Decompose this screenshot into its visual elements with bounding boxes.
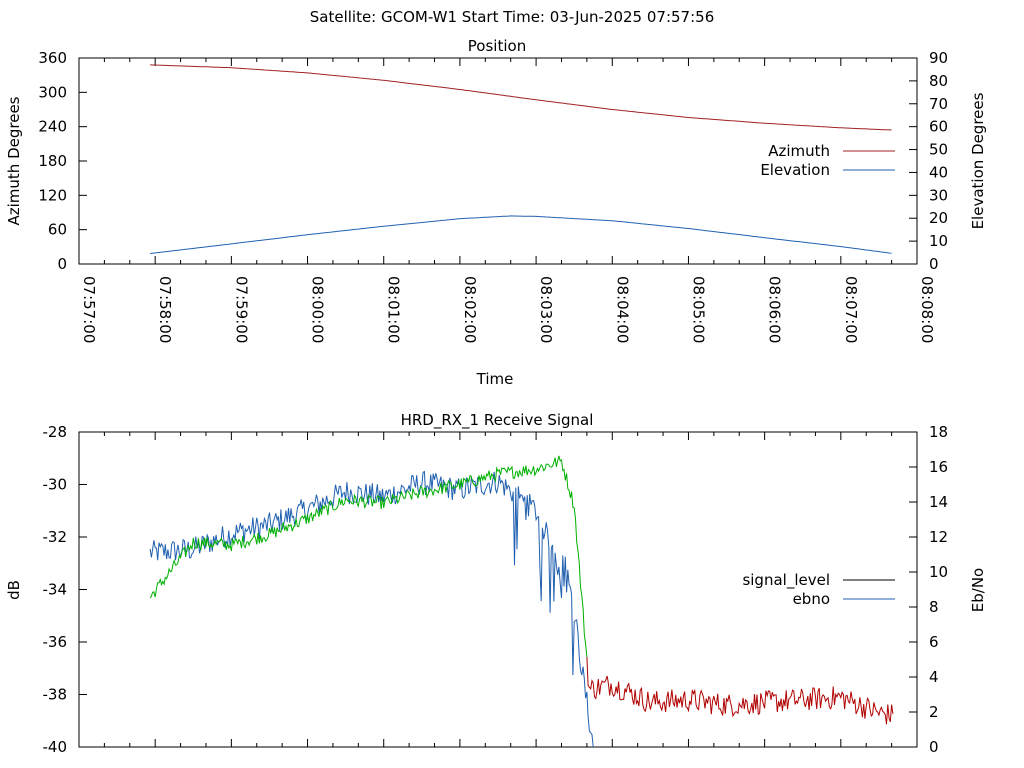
position-chart: Position 0 60 120 180 240 300 360 0 10 20 30 40 50 6…: [5, 37, 987, 388]
position-x-tick-label: 08:05:00: [689, 276, 707, 343]
signal-y2-axis-label: Eb/No: [969, 568, 987, 612]
position-y2-axis-label: Elevation Degrees: [969, 92, 987, 229]
signal-y-tick-label: -32: [43, 528, 68, 546]
signal-series-lines: [149, 455, 894, 748]
position-x-tick-label: 08:07:00: [842, 276, 860, 343]
signal-y2-tick-label: 10: [929, 563, 948, 581]
signal-chart-title: HRD_RX_1 Receive Signal: [401, 411, 594, 430]
position-x-axis-label: Time: [476, 370, 514, 388]
azimuth-series-line: [150, 64, 892, 131]
legend-label-ebno: ebno: [793, 590, 830, 608]
signal-y2-tick-label: 16: [929, 458, 948, 476]
position-legend: Azimuth Elevation: [760, 142, 895, 179]
legend-label-azimuth: Azimuth: [768, 142, 830, 160]
position-elevation-tick-labels: 0 10 20 30 40 50 60 70 80 90: [929, 49, 948, 273]
legend-label-signal-level: signal_level: [742, 571, 830, 590]
position-tick-marks: [78, 57, 918, 265]
position-y2-tick-label: 40: [929, 163, 948, 181]
position-x-tick-label: 07:58:00: [156, 276, 174, 343]
signal-y-tick-label: -34: [43, 581, 68, 599]
signal-y2-tick-label: 4: [929, 668, 939, 686]
position-x-tick-label: 08:08:00: [918, 276, 936, 343]
signal-y2-tick-label: 8: [929, 598, 939, 616]
position-y-tick-label: 0: [57, 255, 67, 273]
signal-y-axis-label: dB: [5, 580, 23, 600]
ebno-series-line: [149, 470, 594, 748]
position-x-tick-label: 08:04:00: [613, 276, 631, 343]
position-y2-tick-label: 70: [929, 95, 948, 113]
signal-y2-tick-label: 12: [929, 528, 948, 546]
position-y-axis-label: Azimuth Degrees: [5, 96, 23, 225]
position-y-tick-label: 120: [38, 186, 67, 204]
signal-chart: HRD_RX_1 Receive Signal -40-38-36-34-32-…: [5, 411, 987, 756]
signal-tick-marks: [78, 431, 918, 748]
signal-level-locked-line: [149, 455, 588, 657]
signal-y2-tick-label: 0: [929, 738, 939, 756]
position-time-tick-labels: 07:57:00 07:58:00 07:59:00 08:00:00 08:01:00…: [80, 276, 936, 343]
position-y-tick-label: 240: [38, 118, 67, 136]
legend-label-elevation: Elevation: [760, 161, 830, 179]
signal-y2-tick-label: 6: [929, 633, 939, 651]
signal-y2-tick-label: 14: [929, 493, 948, 511]
position-x-tick-label: 07:59:00: [232, 276, 250, 343]
position-x-tick-label: 08:02:00: [461, 276, 479, 343]
signal-ebno-tick-labels: 0 2 4 6 8 10 12 14 16 18: [929, 423, 948, 756]
signal-y2-tick-label: 18: [929, 423, 948, 441]
signal-y2-tick-label: 2: [929, 703, 939, 721]
signal-y-tick-label: -36: [43, 633, 68, 651]
position-y-tick-label: 60: [48, 221, 67, 239]
position-x-tick-label: 08:03:00: [537, 276, 555, 343]
position-azimuth-tick-labels: 0 60 120 180 240 300 360: [38, 49, 67, 273]
position-y2-tick-label: 30: [929, 186, 948, 204]
position-y2-tick-label: 20: [929, 209, 948, 227]
signal-y-tick-label: -28: [43, 423, 68, 441]
position-y2-tick-label: 80: [929, 72, 948, 90]
position-y-tick-label: 360: [38, 49, 67, 67]
signal-y-tick-label: -38: [43, 686, 68, 704]
position-y2-tick-label: 10: [929, 232, 948, 250]
position-y2-tick-label: 50: [929, 141, 948, 159]
page-title: Satellite: GCOM-W1 Start Time: 03-Jun-20…: [310, 8, 715, 26]
signal-y-tick-label: -40: [43, 738, 68, 756]
position-x-tick-label: 08:06:00: [766, 276, 784, 343]
position-x-tick-label: 08:01:00: [385, 276, 403, 343]
signal-chart-frame: [78, 431, 918, 748]
position-chart-title: Position: [468, 37, 526, 55]
position-y2-tick-label: 0: [929, 255, 939, 273]
signal-legend: signal_level ebno: [742, 571, 895, 608]
signal-level-unlocked-line: [586, 656, 894, 725]
signal-y-tick-label: -30: [43, 476, 68, 494]
position-x-tick-label: 08:00:00: [309, 276, 327, 343]
position-y2-tick-label: 60: [929, 118, 948, 136]
elevation-series-line: [150, 215, 892, 254]
signal-db-tick-labels: -40 -38 -36 -34 -32 -30 -28: [43, 423, 68, 756]
position-y-tick-label: 180: [38, 152, 67, 170]
position-y-tick-label: 300: [38, 83, 67, 101]
position-y2-tick-label: 90: [929, 49, 948, 67]
position-x-tick-label: 07:57:00: [80, 276, 98, 343]
